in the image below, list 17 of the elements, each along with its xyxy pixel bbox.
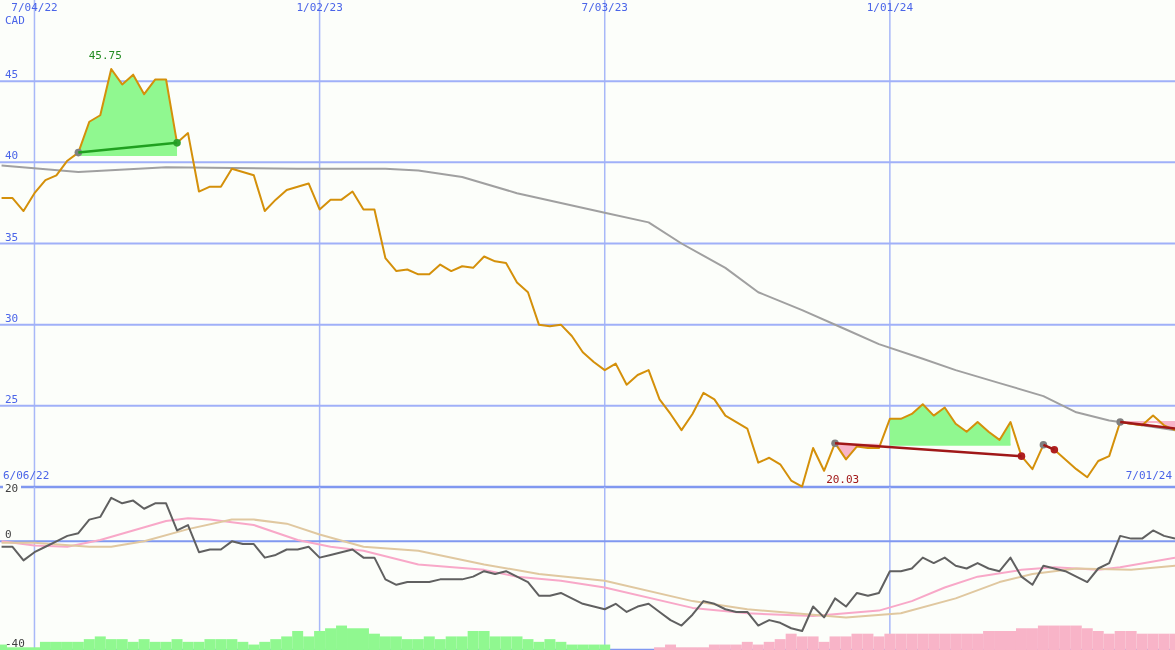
x-tick-label: 1/01/24 [866, 1, 914, 14]
y-tick-label: 25 [5, 392, 19, 406]
y-tick-label: 20 [5, 482, 19, 495]
y-tick-label: 45 [5, 68, 19, 82]
annotation: 7/01/24 [1125, 469, 1173, 482]
y-tick-label: 40 [5, 149, 19, 163]
y-tick-label: -40 [5, 637, 25, 650]
x-tick-label: 7/04/22 [11, 1, 58, 14]
annotation: 45.75 [88, 48, 122, 62]
y-axis-title: CAD [5, 14, 25, 27]
x-tick-label: 7/03/23 [581, 1, 628, 14]
y-tick-label: 0 [5, 528, 12, 542]
annotation: 20.03 [826, 472, 860, 486]
x-tick-label: 1/02/23 [296, 1, 343, 14]
y-tick-label: 35 [5, 230, 19, 244]
y-tick-label: 30 [5, 311, 19, 325]
annotation: 6/06/22 [3, 469, 50, 482]
